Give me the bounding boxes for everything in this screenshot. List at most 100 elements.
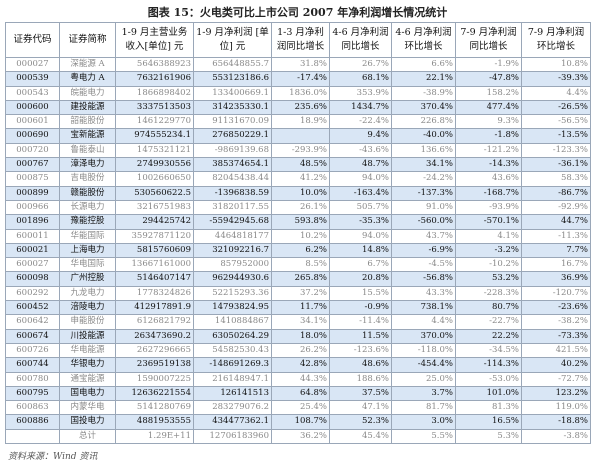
table-cell: 600863 — [5, 400, 60, 416]
table-cell: 276850229.1 — [193, 128, 272, 144]
table-cell: 1836.0% — [271, 85, 330, 101]
table-cell: -35.3% — [329, 214, 392, 230]
table-cell: 6.7% — [329, 257, 392, 273]
table-cell: 豫能控股 — [59, 214, 116, 230]
table-row: 600021 上海电力 5815760609 321092216.7 6.2% 14.8%… — [5, 242, 591, 259]
table-cell: 54582530.43 — [193, 342, 272, 359]
table-cell: 10.0% — [271, 185, 330, 201]
table-cell: -18.8% — [521, 414, 591, 430]
header-cell: 1-3 月净利润同比增长 — [271, 22, 330, 58]
table-row: 001896 豫能控股 294425742 -55942945.68 593.8% -35… — [5, 214, 591, 230]
table-cell: 5815760609 — [115, 242, 194, 259]
table-cell: 宝新能源 — [59, 128, 116, 144]
table-cell: 18.0% — [271, 328, 330, 344]
table-cell: 600027 — [5, 257, 60, 273]
table-cell: 44.3% — [271, 371, 330, 387]
table-cell: 建投能源 — [59, 99, 116, 116]
table-cell: 52215293.36 — [193, 285, 272, 302]
table-cell: 通宝能源 — [59, 371, 116, 387]
table-cell: 4.4% — [521, 85, 591, 101]
table-cell: 18.9% — [271, 114, 330, 130]
header-cell: 7-9 月净利润同比增长 — [455, 22, 522, 58]
table-cell: -293.9% — [271, 142, 330, 159]
table-cell: -34.5% — [455, 342, 522, 359]
table-cell: 36.9% — [521, 271, 591, 287]
table-cell: -9869139.68 — [193, 142, 272, 159]
table-cell: -168.7% — [455, 185, 522, 201]
table-cell: 68.1% — [329, 71, 392, 87]
table-cell: 000966 — [5, 199, 60, 216]
table-cell: -454.4% — [391, 357, 456, 373]
table-cell: -17.4% — [271, 71, 330, 87]
table-cell: 34.1% — [271, 314, 330, 330]
table-cell: 华电国际 — [59, 257, 116, 273]
table-cell: 1410884867 — [193, 314, 272, 330]
table-row: 总计 1.29E+11 12706183960 36.2% 45.4% 5.5% 5.3% -… — [5, 428, 591, 445]
table-cell: 15.5% — [329, 285, 392, 302]
table-cell: -118.0% — [391, 342, 456, 359]
table-cell: 1434.7% — [329, 99, 392, 116]
table-cell: 738.1% — [391, 300, 456, 316]
table-cell: -53.0% — [455, 371, 522, 387]
table-cell: 26.1% — [271, 199, 330, 216]
table-cell: -11.4% — [329, 314, 392, 330]
table-cell: -22.4% — [329, 114, 392, 130]
table-row: 600292 九龙电力 1778324826 52215293.36 37.2% 15.5… — [5, 285, 591, 302]
table-cell: 001896 — [5, 214, 60, 230]
table-cell: 22.2% — [455, 328, 522, 344]
table-cell: 123.2% — [521, 385, 591, 402]
table-cell: 5.3% — [455, 428, 522, 445]
table-cell: 64.8% — [271, 385, 330, 402]
table-cell: 31820117.55 — [193, 199, 272, 216]
table-cell: 600098 — [5, 271, 60, 287]
table-cell: 鲁能泰山 — [59, 142, 116, 159]
table-body: 000027 深能源 A 5646388923 656448855.7 31.8% 26.… — [5, 56, 591, 445]
table-row: 600674 川投能源 263473690.2 63050264.29 18.0% 11.… — [5, 328, 591, 344]
table-cell: 600674 — [5, 328, 60, 344]
table-cell: -121.2% — [455, 142, 522, 159]
table-cell: -39.3% — [521, 71, 591, 87]
table-cell: 10.8% — [521, 56, 591, 73]
table-row: 000767 漳泽电力 2749930556 385374654.1 48.5% 48.7… — [5, 157, 591, 173]
table-cell: 5141280769 — [115, 400, 194, 416]
table-cell: -228.3% — [455, 285, 522, 302]
table-cell: 内蒙华电 — [59, 400, 116, 416]
table-cell: -14.3% — [455, 157, 522, 173]
table-row: 600452 涪陵电力 412917891.9 14793824.95 11.7% -0.… — [5, 300, 591, 316]
table-cell: 深能源 A — [59, 56, 116, 73]
table-cell: 12706183960 — [193, 428, 272, 445]
table-cell: -1396838.59 — [193, 185, 272, 201]
table-cell: -26.5% — [521, 99, 591, 116]
table-cell: 133400669.1 — [193, 85, 272, 101]
table-row: 000690 宝新能源 974555234.1 276850229.1 9.4% -40.… — [5, 128, 591, 144]
table-cell: 434477362.1 — [193, 414, 272, 430]
empty-cell — [271, 128, 330, 144]
table-cell: 1461229770 — [115, 114, 194, 130]
table-cell: 37.5% — [329, 385, 392, 402]
table-cell: 40.2% — [521, 357, 591, 373]
table-cell: 477.4% — [455, 99, 522, 116]
table-cell: 101.0% — [455, 385, 522, 402]
table-cell: 4881953555 — [115, 414, 194, 430]
table-cell: -3.8% — [521, 428, 591, 445]
table-row: 600726 华电能源 2627296665 54582530.43 26.2% -123… — [5, 342, 591, 359]
table-cell: 11.7% — [271, 300, 330, 316]
table-cell: 45.4% — [329, 428, 392, 445]
table-cell: -23.6% — [521, 300, 591, 316]
table-cell: 粤电力 A — [59, 71, 116, 87]
table-cell: 16.5% — [455, 414, 522, 430]
table-cell: -22.7% — [455, 314, 522, 330]
empty-cell — [5, 428, 60, 445]
table-row: 000966 长源电力 3216751983 31820117.55 26.1% 505.… — [5, 199, 591, 216]
table-cell: 5.5% — [391, 428, 456, 445]
table-cell: 3.0% — [391, 414, 456, 430]
table-cell: 370.4% — [391, 99, 456, 116]
table-cell: -114.3% — [455, 357, 522, 373]
table-cell: 126141513 — [193, 385, 272, 402]
table-row: 600863 内蒙华电 5141280769 283279076.2 25.4% 47.1… — [5, 400, 591, 416]
table-cell: 吉电股份 — [59, 171, 116, 187]
table-cell: -24.2% — [391, 171, 456, 187]
table-cell: 000601 — [5, 114, 60, 130]
table-cell: 136.6% — [391, 142, 456, 159]
table-cell: 656448855.7 — [193, 56, 272, 73]
